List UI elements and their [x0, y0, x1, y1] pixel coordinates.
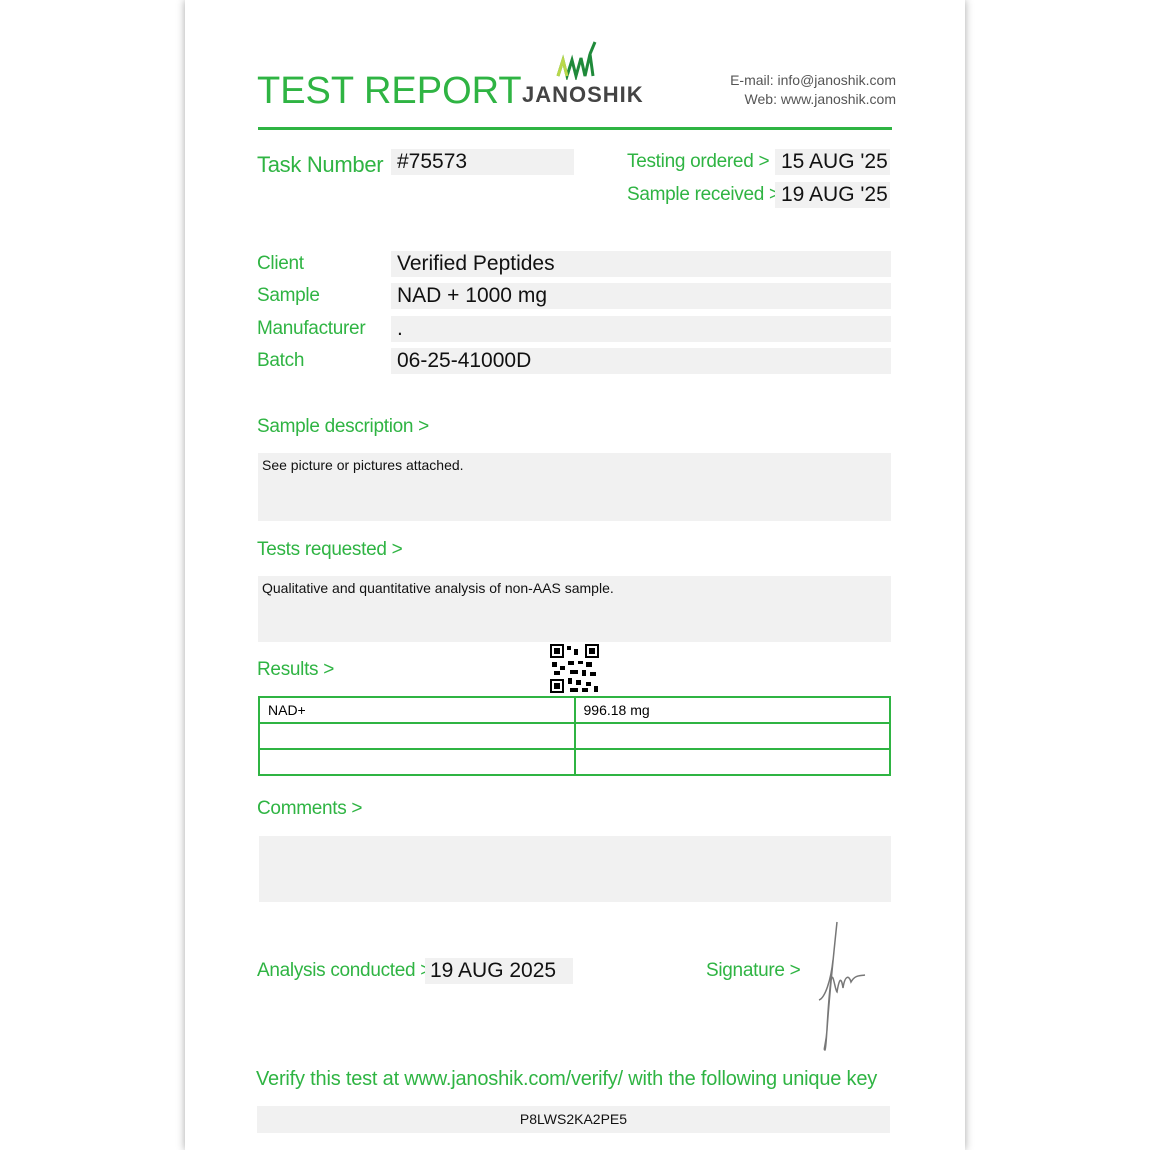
- field-value: Verified Peptides: [391, 251, 891, 277]
- comments-label: Comments >: [257, 798, 363, 819]
- qr-code-icon: [550, 644, 599, 693]
- field-label: Batch: [257, 350, 305, 371]
- result-amount: [573, 722, 891, 750]
- contact-email: E-mail: info@janoshik.com: [730, 72, 896, 88]
- result-substance: [258, 748, 576, 776]
- results-table: NAD+ 996.18 mg: [258, 696, 891, 776]
- table-row: NAD+ 996.18 mg: [258, 696, 891, 724]
- table-row: [258, 748, 891, 776]
- verification-key: P8LWS2KA2PE5: [257, 1106, 890, 1133]
- sample-received-date: 19 AUG '25: [775, 182, 890, 208]
- janoshik-logo-icon: [556, 41, 597, 80]
- comments-text: [259, 836, 891, 902]
- results-label: Results >: [257, 659, 335, 680]
- sample-description-label: Sample description >: [257, 416, 429, 437]
- result-substance: NAD+: [258, 696, 576, 724]
- report-title: TEST REPORT: [257, 70, 522, 112]
- contact-web: Web: www.janoshik.com: [744, 91, 896, 107]
- field-value: NAD + 1000 mg: [391, 283, 891, 309]
- result-substance: [258, 722, 576, 750]
- header-divider: [258, 127, 892, 130]
- task-number-label: Task Number: [257, 152, 384, 177]
- analysis-conducted-label: Analysis conducted >: [257, 960, 432, 981]
- sample-received-label: Sample received >: [627, 184, 780, 205]
- task-number-value: #75573: [391, 149, 574, 175]
- field-value: .: [391, 316, 891, 342]
- result-amount: 996.18 mg: [573, 696, 891, 724]
- tests-requested-label: Tests requested >: [257, 539, 403, 560]
- result-amount: [573, 748, 891, 776]
- tests-requested-text: Qualitative and quantitative analysis of…: [258, 576, 891, 642]
- testing-ordered-date: 15 AUG '25: [775, 149, 890, 175]
- signature-image: [818, 921, 866, 1051]
- signature-label: Signature >: [706, 960, 801, 981]
- testing-ordered-label: Testing ordered >: [627, 151, 770, 172]
- logo-text: JANOSHIK: [522, 82, 644, 107]
- field-value: 06-25-41000D: [391, 348, 891, 374]
- field-label: Manufacturer: [257, 318, 366, 339]
- field-label: Client: [257, 253, 304, 274]
- verify-instructions: Verify this test at www.janoshik.com/ver…: [256, 1068, 878, 1090]
- field-label: Sample: [257, 285, 320, 306]
- analysis-date: 19 AUG 2025: [425, 958, 573, 984]
- table-row: [258, 722, 891, 750]
- sample-description-text: See picture or pictures attached.: [258, 453, 891, 521]
